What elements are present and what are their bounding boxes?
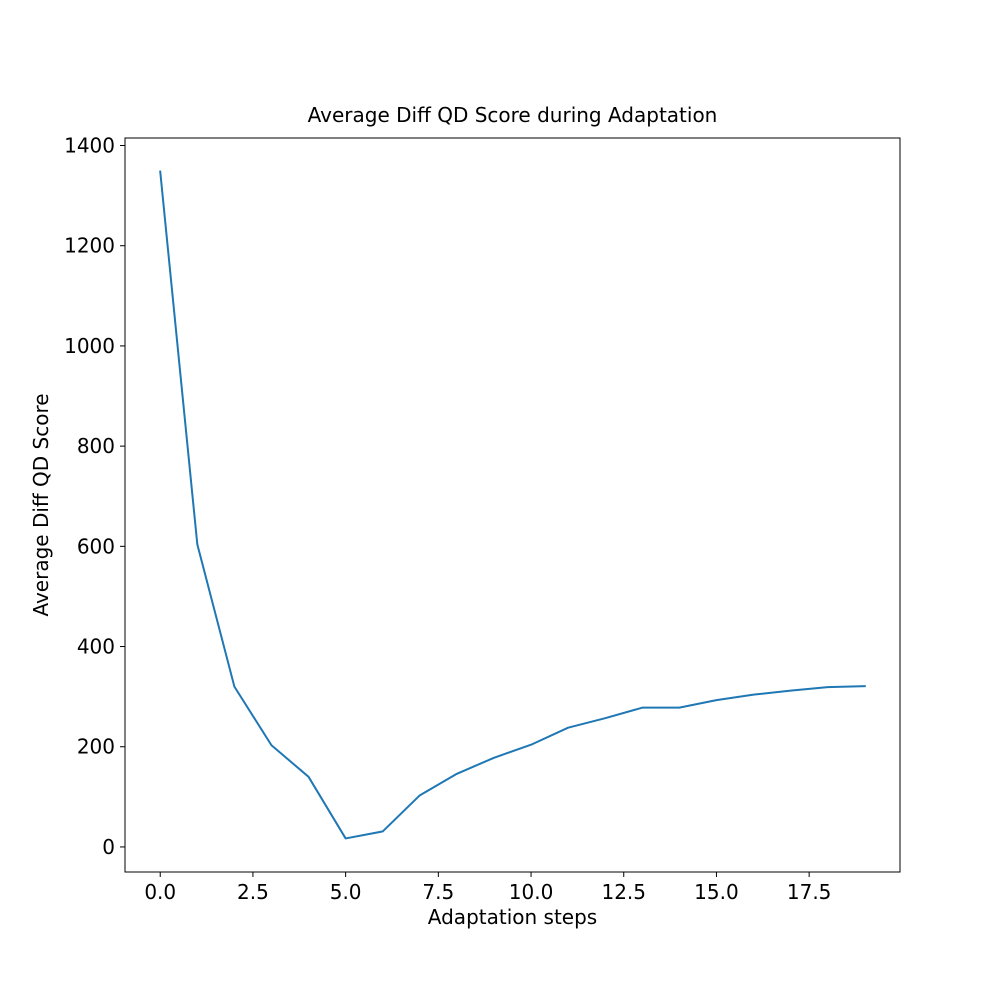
x-axis-label: Adaptation steps <box>428 905 597 929</box>
data-point <box>753 694 755 696</box>
y-tick-label: 200 <box>77 735 115 759</box>
y-tick-label: 0 <box>102 835 115 859</box>
data-point <box>567 727 569 729</box>
y-axis: 0 200 400 600 800 1000 1200 1400 <box>64 134 125 859</box>
chart-title: Average Diff QD Score during Adaptation <box>308 103 718 127</box>
x-tick-label: 0.0 <box>144 880 176 904</box>
data-point <box>270 744 272 746</box>
y-tick-label: 1200 <box>64 234 115 258</box>
data-point <box>715 699 717 701</box>
data-point <box>159 171 161 173</box>
x-tick-label: 12.5 <box>601 880 646 904</box>
data-point <box>419 794 421 796</box>
data-point <box>790 690 792 692</box>
x-tick-label: 15.0 <box>694 880 739 904</box>
plot-frame <box>124 137 901 873</box>
x-tick-label: 17.5 <box>787 880 832 904</box>
y-tick-label: 800 <box>77 434 115 458</box>
data-point <box>382 830 384 832</box>
data-point <box>604 717 606 719</box>
data-point <box>456 773 458 775</box>
x-axis: 0.0 2.5 5.0 7.5 10.0 12.5 15.0 17.5 <box>144 872 831 904</box>
data-point <box>493 757 495 759</box>
data-point <box>827 686 829 688</box>
y-tick-label: 1400 <box>64 134 115 158</box>
x-tick-label: 2.5 <box>237 880 269 904</box>
data-point <box>196 543 198 545</box>
y-tick-label: 1000 <box>64 334 115 358</box>
data-point <box>308 776 310 778</box>
data-point <box>530 744 532 746</box>
data-point <box>678 707 680 709</box>
x-tick-label: 5.0 <box>330 880 362 904</box>
x-tick-label: 7.5 <box>422 880 454 904</box>
data-point <box>233 686 235 688</box>
data-point <box>345 837 347 839</box>
y-axis-label: Average Diff QD Score <box>29 393 53 616</box>
y-tick-label: 600 <box>77 534 115 558</box>
y-tick-label: 400 <box>77 635 115 659</box>
x-tick-label: 10.0 <box>509 880 554 904</box>
series-line <box>159 170 866 840</box>
data-point <box>641 707 643 709</box>
plot-area <box>159 170 866 840</box>
data-point <box>864 685 866 687</box>
